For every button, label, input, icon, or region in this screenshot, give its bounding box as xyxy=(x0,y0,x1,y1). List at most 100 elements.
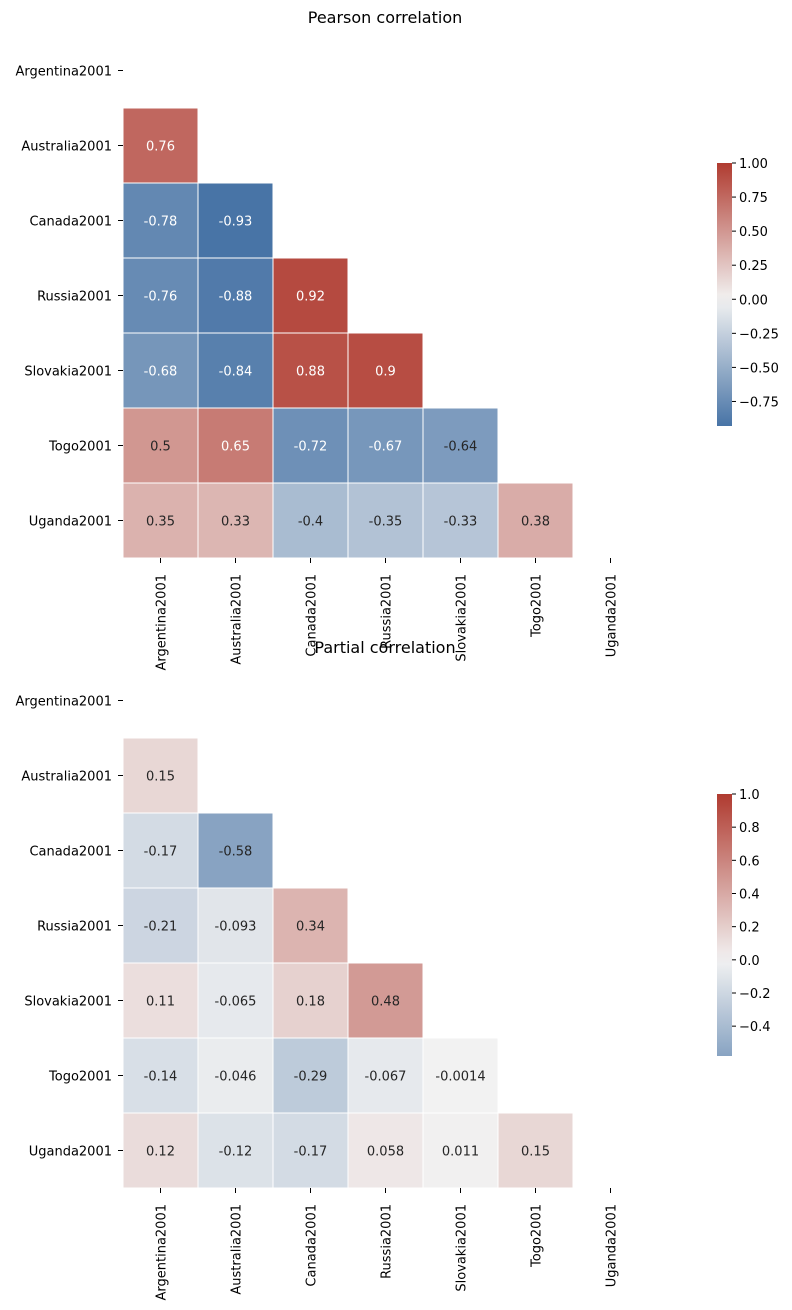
colorbar-tick-label: 0.25 xyxy=(739,259,768,274)
x-tick-label: Uganda2001 xyxy=(605,574,620,657)
heatmap-cell xyxy=(347,482,424,559)
y-tick-label: Uganda2001 xyxy=(29,1145,112,1160)
cell-value-label: 0.65 xyxy=(221,440,250,455)
heatmap-cell xyxy=(197,257,274,334)
heatmap-cell xyxy=(197,332,274,409)
x-tick-label: Australia2001 xyxy=(230,574,245,665)
cell-value-label: -0.21 xyxy=(144,920,178,935)
heatmap-cell xyxy=(422,482,499,559)
cell-value-label: -0.0014 xyxy=(435,1070,485,1085)
colorbar-tick-label: −0.50 xyxy=(739,361,779,376)
heatmap-cell xyxy=(422,1112,499,1189)
heatmap-cell xyxy=(347,332,424,409)
colorbar-tick-label: 0.0 xyxy=(739,954,760,969)
y-tick-label: Togo2001 xyxy=(48,440,112,455)
cell-value-label: 0.38 xyxy=(521,515,550,530)
heatmap-cell xyxy=(197,182,274,259)
chart-title: Partial correlation xyxy=(314,638,455,657)
cell-value-label: 0.33 xyxy=(221,515,250,530)
colorbar-tick-label: 0.8 xyxy=(739,821,760,836)
heatmap-cell xyxy=(347,1037,424,1114)
heatmap-cell xyxy=(272,1112,349,1189)
heatmap-cell xyxy=(497,482,574,559)
cell-value-label: -0.046 xyxy=(215,1070,257,1085)
heatmap-cell xyxy=(122,962,199,1039)
cell-value-label: 0.9 xyxy=(375,365,396,380)
x-tick-label: Canada2001 xyxy=(305,1204,320,1287)
cell-value-label: 0.34 xyxy=(296,920,325,935)
heatmap-cell xyxy=(197,407,274,484)
heatmap-cell xyxy=(122,107,199,184)
cell-value-label: 0.18 xyxy=(296,995,325,1010)
colorbar-tick-label: −0.2 xyxy=(739,987,771,1002)
cell-value-label: -0.78 xyxy=(144,215,178,230)
cell-value-label: 0.48 xyxy=(371,995,400,1010)
heatmap-cell xyxy=(122,257,199,334)
x-tick-label: Uganda2001 xyxy=(605,1204,620,1287)
cell-value-label: -0.76 xyxy=(144,290,178,305)
x-tick-label: Togo2001 xyxy=(530,574,545,638)
cell-value-label: 0.88 xyxy=(296,365,325,380)
cell-value-label: -0.14 xyxy=(144,1070,178,1085)
cell-value-label: -0.72 xyxy=(294,440,328,455)
heatmap-cell xyxy=(122,182,199,259)
x-tick-label: Russia2001 xyxy=(380,574,395,649)
heatmap-cell xyxy=(497,1112,574,1189)
x-tick-label: Russia2001 xyxy=(380,1204,395,1279)
cell-value-label: -0.12 xyxy=(219,1145,253,1160)
cell-value-label: -0.067 xyxy=(365,1070,407,1085)
x-tick-label: Australia2001 xyxy=(230,1204,245,1295)
cell-value-label: -0.17 xyxy=(294,1145,328,1160)
cell-value-label: -0.35 xyxy=(369,515,403,530)
y-tick-label: Argentina2001 xyxy=(16,65,113,80)
heatmap-cell xyxy=(272,482,349,559)
heatmap-cell xyxy=(422,1037,499,1114)
heatmap-cell xyxy=(272,1037,349,1114)
cell-value-label: -0.093 xyxy=(215,920,257,935)
cell-value-label: -0.33 xyxy=(444,515,478,530)
cell-value-label: -0.29 xyxy=(294,1070,328,1085)
colorbar-tick-label: 0.00 xyxy=(739,293,768,308)
heatmap-cell xyxy=(272,962,349,1039)
y-tick-label: Slovakia2001 xyxy=(24,995,112,1010)
x-tick-label: Argentina2001 xyxy=(155,1204,170,1301)
colorbar-tick-label: 0.75 xyxy=(739,191,768,206)
heatmap-cell xyxy=(347,1112,424,1189)
colorbar-tick-label: −0.75 xyxy=(739,395,779,410)
cell-value-label: -0.58 xyxy=(219,845,253,860)
y-tick-label: Togo2001 xyxy=(48,1070,112,1085)
cell-value-label: 0.058 xyxy=(367,1145,404,1160)
colorbar-tick-label: −0.25 xyxy=(739,327,779,342)
cell-value-label: 0.35 xyxy=(146,515,175,530)
partial-heatmap-panel: 0.15 -0.17 -0.58 -0.21 -0.093 0.34 0.11 -0.065 0… xyxy=(16,638,771,1301)
cell-value-label: -0.68 xyxy=(144,365,178,380)
x-tick-label: Togo2001 xyxy=(530,1204,545,1268)
heatmap-cell xyxy=(197,962,274,1039)
cell-value-label: 0.92 xyxy=(296,290,325,305)
heatmap-cell xyxy=(347,962,424,1039)
x-tick-label: Slovakia2001 xyxy=(455,574,470,662)
cell-value-label: 0.011 xyxy=(442,1145,479,1160)
cell-value-label: 0.15 xyxy=(521,1145,550,1160)
y-tick-label: Russia2001 xyxy=(37,920,112,935)
y-tick-label: Slovakia2001 xyxy=(24,365,112,380)
colorbar-tick-label: 1.0 xyxy=(739,788,760,803)
cell-value-label: 0.76 xyxy=(146,140,175,155)
chart-title: Pearson correlation xyxy=(308,8,463,27)
cell-value-label: -0.88 xyxy=(219,290,253,305)
colorbar xyxy=(717,163,732,426)
pearson-heatmap-panel: 0.76 -0.78 -0.93 -0.76 -0.88 0.92 -0.68 -0.84 0.… xyxy=(16,8,779,671)
colorbar-tick-label: 0.50 xyxy=(739,225,768,240)
heatmap-cell xyxy=(197,482,274,559)
cell-value-label: -0.065 xyxy=(215,995,257,1010)
y-tick-label: Australia2001 xyxy=(21,770,112,785)
y-tick-label: Canada2001 xyxy=(29,845,112,860)
x-tick-label: Argentina2001 xyxy=(155,574,170,671)
colorbar-tick-label: 0.6 xyxy=(739,854,760,869)
cell-value-label: -0.67 xyxy=(369,440,403,455)
cell-value-label: -0.17 xyxy=(144,845,178,860)
y-tick-label: Russia2001 xyxy=(37,290,112,305)
colorbar-tick-label: 0.2 xyxy=(739,921,760,936)
y-tick-label: Argentina2001 xyxy=(16,695,113,710)
colorbar-tick-label: −0.4 xyxy=(739,1020,771,1035)
